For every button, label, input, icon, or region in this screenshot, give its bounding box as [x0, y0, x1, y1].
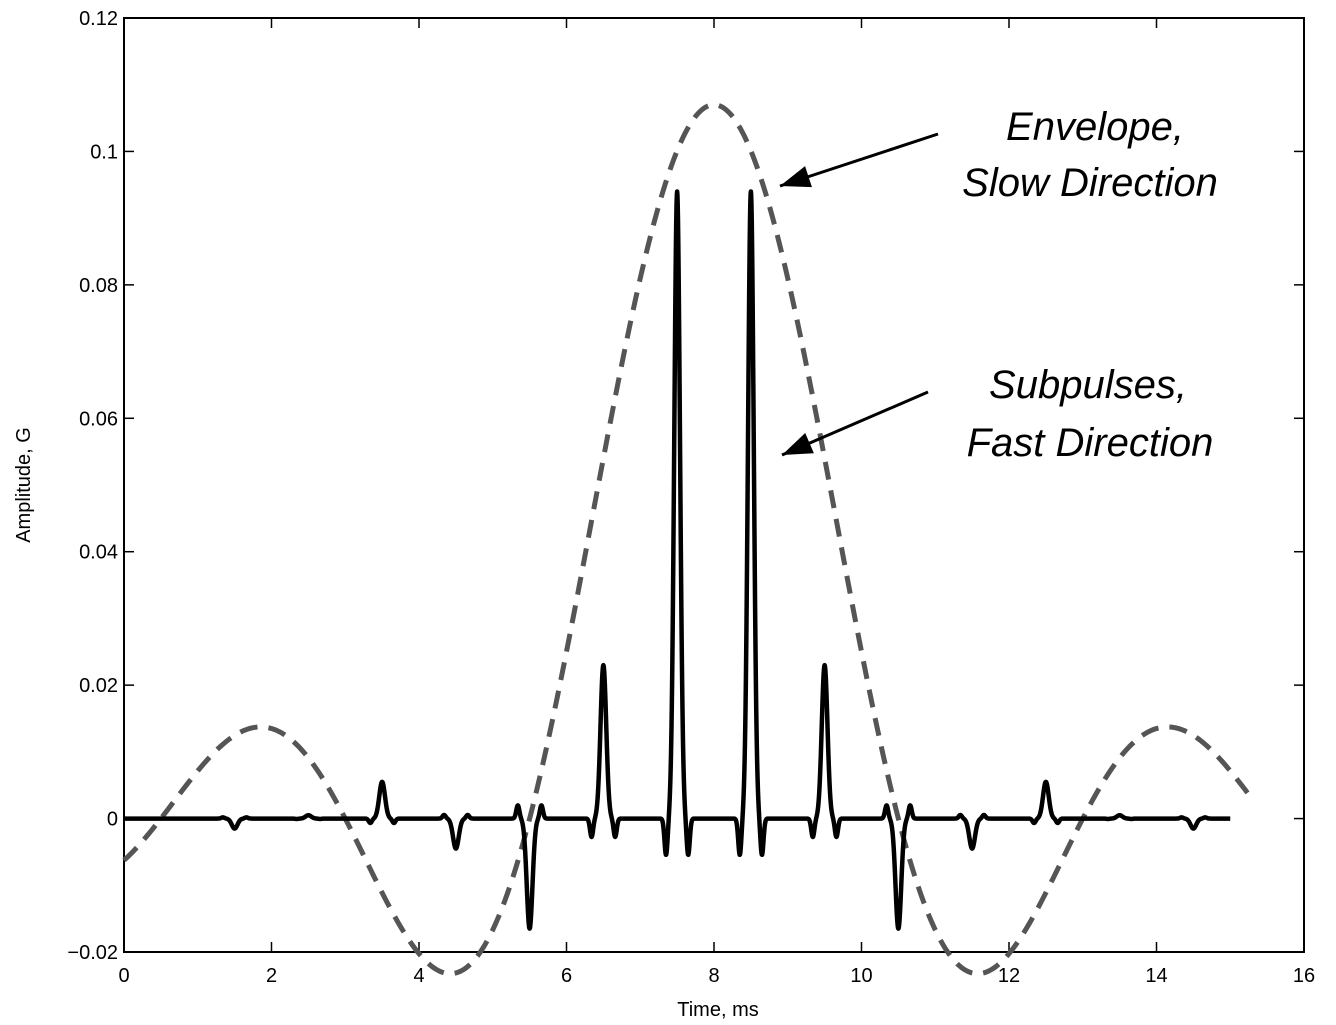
annotation-envelope-arrowhead: [780, 166, 812, 188]
y-tick-label: 0.04: [79, 542, 118, 564]
annotation-subpulses-line1: Subpulses,: [989, 363, 1187, 407]
series-layer: [122, 102, 1255, 977]
x-tick-label: 12: [998, 965, 1020, 987]
subpulse-series-line: [122, 189, 1233, 931]
x-tick-label: 0: [118, 965, 129, 987]
x-tick-label: 16: [1293, 965, 1315, 987]
y-tick-label: 0: [107, 809, 118, 831]
y-axis-label: Amplitude, G: [13, 427, 35, 543]
x-tick-label: 8: [708, 965, 719, 987]
envelope-series-line: [122, 102, 1255, 977]
x-tick-label: 4: [413, 965, 424, 987]
x-tick-label: 10: [850, 965, 872, 987]
annotation-subpulses-arrowhead: [782, 433, 814, 455]
annotation-envelope: Envelope, Slow Direction: [779, 105, 1218, 205]
y-axis-ticks: −0.02 0 0.02 0.04 0.06 0.08 0.1 0.12: [67, 8, 1304, 964]
annotation-envelope-line2: Slow Direction: [962, 161, 1218, 205]
annotation-subpulses-line2: Fast Direction: [967, 421, 1214, 465]
x-tick-label: 6: [561, 965, 572, 987]
plot-frame: [123, 17, 1305, 953]
y-tick-label: 0.12: [79, 8, 118, 30]
y-tick-label: 0.1: [90, 141, 118, 163]
x-tick-label: 14: [1145, 965, 1167, 987]
annotation-subpulses: Subpulses, Fast Direction: [781, 363, 1214, 465]
annotation-envelope-line1: Envelope,: [1006, 105, 1184, 149]
x-axis-label: Time, ms: [677, 999, 758, 1021]
x-tick-label: 2: [266, 965, 277, 987]
x-axis-ticks: 0 2 4 6 8 10 12 14 16: [118, 18, 1315, 987]
y-tick-label: 0.08: [79, 275, 118, 297]
y-tick-label: 0.02: [79, 675, 118, 697]
y-tick-label: 0.06: [79, 408, 118, 430]
y-tick-label: −0.02: [67, 942, 118, 964]
